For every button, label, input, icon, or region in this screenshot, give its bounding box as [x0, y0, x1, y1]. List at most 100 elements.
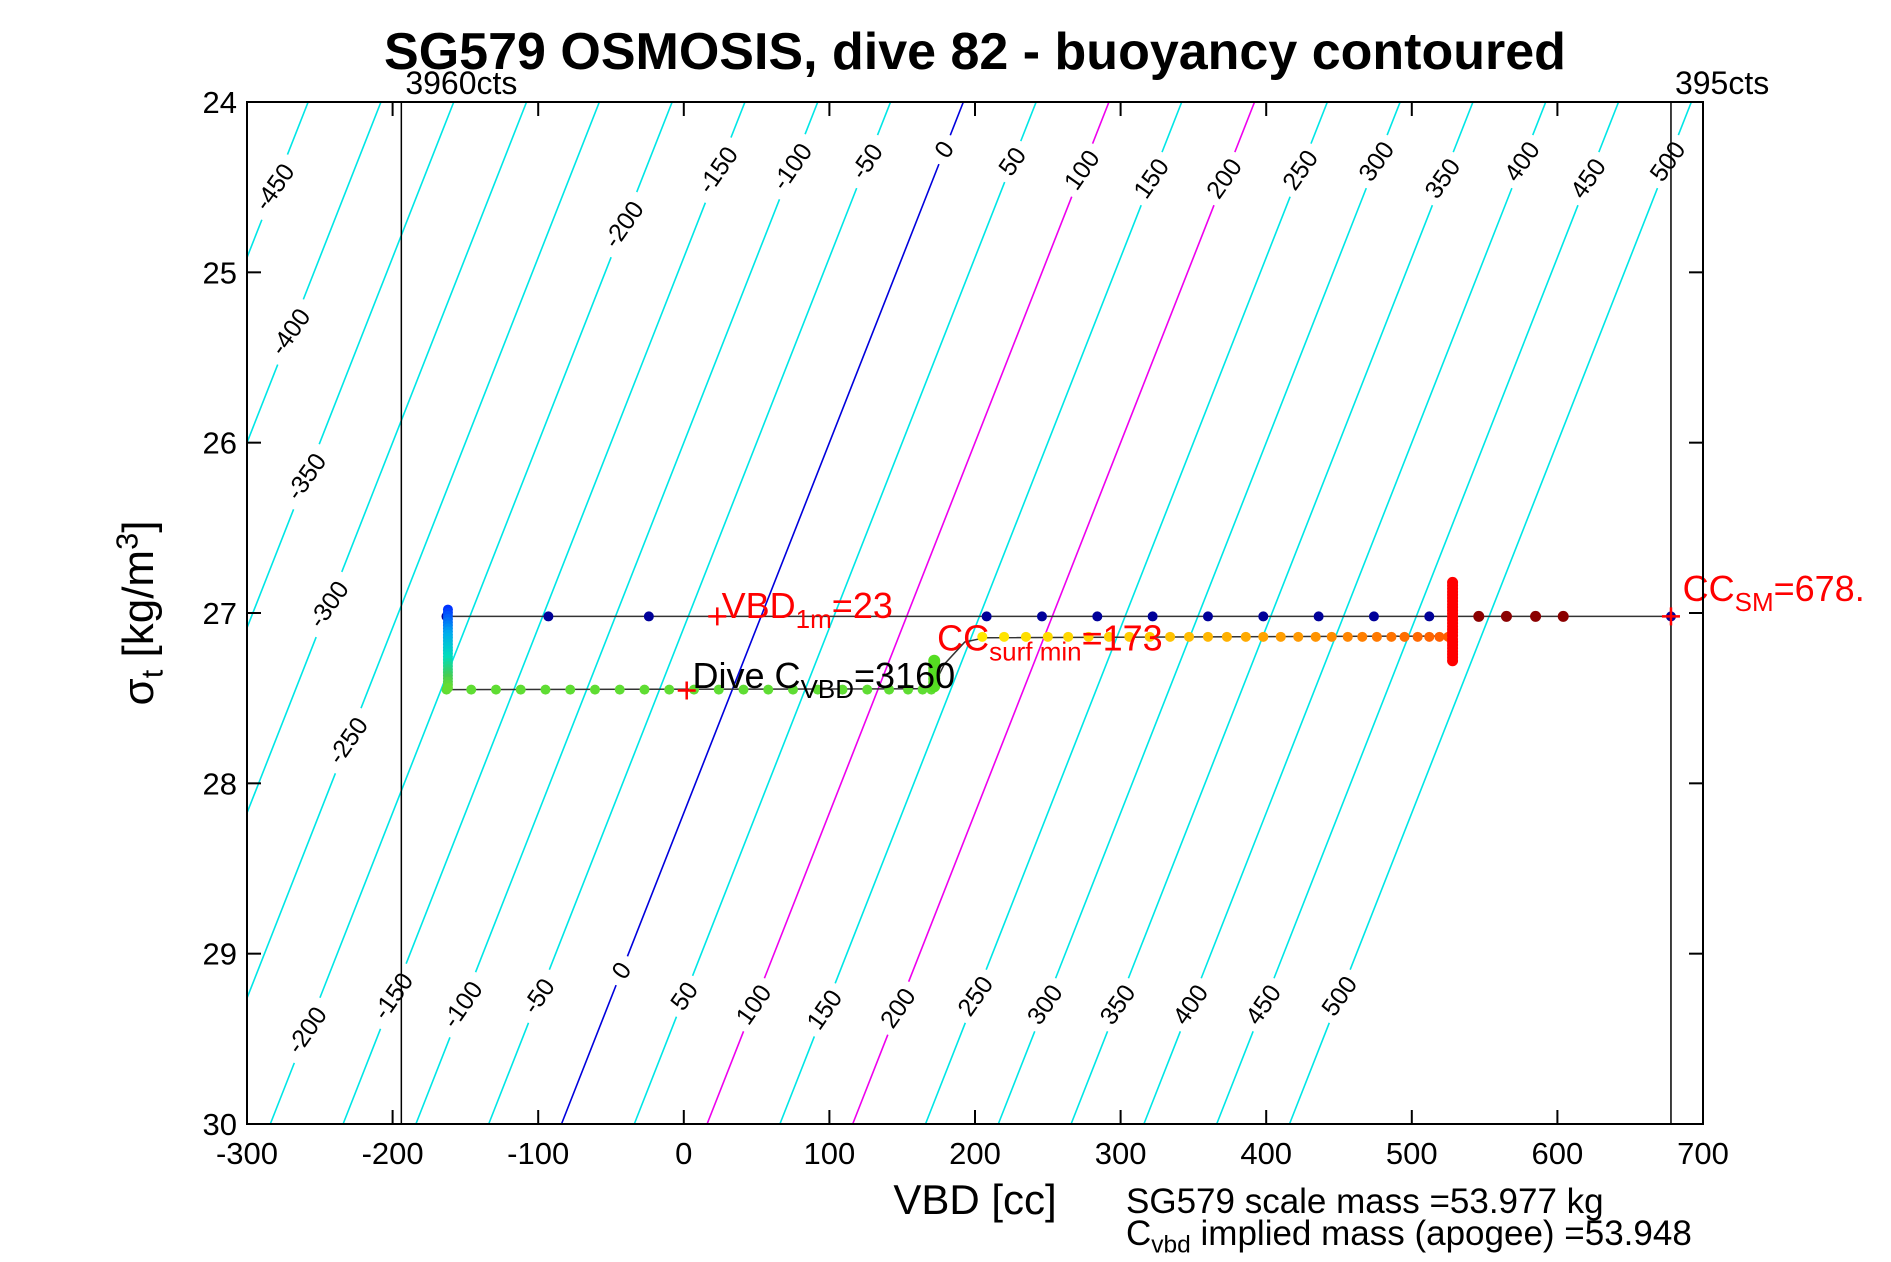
data-point: [1434, 631, 1445, 642]
data-point: [490, 684, 501, 695]
contour-line: [246, 364, 279, 443]
chart-title: SG579 OSMOSIS, dive 82 - buoyancy contou…: [384, 23, 1566, 81]
annotation-vbd-1m: VBD1m=23: [722, 585, 893, 634]
y-tick-label: 30: [203, 1107, 237, 1142]
contour-line: [1386, 101, 1401, 136]
contour-line: [730, 101, 746, 138]
contour-line: [691, 181, 1006, 977]
contour-line: [246, 773, 337, 999]
contour-line: [1091, 101, 1110, 144]
contour-line: [851, 1034, 889, 1125]
implied-mass-text: Cvbd implied mass (apogee) =53.948: [1126, 1214, 1692, 1259]
contour-label: 400: [1499, 136, 1546, 186]
contour-line: [1349, 187, 1659, 971]
data-point: [1313, 611, 1324, 622]
x-axis-label: VBD [cc]: [893, 1176, 1057, 1223]
annotation-dive-c-vbd: Dive CVBD=3160: [693, 655, 956, 704]
contour-line: [1143, 1030, 1182, 1125]
data-point: [977, 631, 988, 642]
data-point: [664, 684, 675, 695]
contour-line: [1452, 101, 1474, 153]
data-point: [917, 684, 928, 695]
contour-line: [985, 196, 1291, 971]
contour-line: [633, 1016, 678, 1125]
y-axis-units-pre: [kg/m: [114, 549, 164, 670]
contour-line: [1215, 1030, 1254, 1125]
contour-label: 200: [1201, 154, 1248, 204]
plot-border: [246, 101, 1704, 1125]
contour-line: [1273, 204, 1579, 979]
contour-line: [635, 101, 673, 193]
cvbd-subscript: vbd: [1151, 1231, 1191, 1259]
y-tick-label: 27: [203, 596, 237, 631]
data-point: [1386, 631, 1397, 642]
contour-line: [1200, 187, 1513, 979]
plus-markers: [677, 607, 1680, 700]
contour-label: 450: [1240, 980, 1287, 1030]
contour-label: 250: [1277, 145, 1324, 195]
x-tick-label: -200: [362, 1136, 424, 1171]
contour-line: [924, 1022, 967, 1125]
data-point: [1310, 631, 1321, 642]
contour-label: 500: [1644, 136, 1691, 186]
contour-line: [415, 1037, 451, 1125]
contour-line: [1598, 101, 1620, 153]
contour-line: [246, 219, 263, 258]
contour-label: 100: [731, 980, 778, 1030]
data-point: [1368, 611, 1379, 622]
data-point: [999, 631, 1010, 642]
data-point: [903, 684, 914, 695]
contour-line: [302, 101, 382, 300]
contour-line: [1677, 101, 1693, 136]
contour-line: [318, 101, 455, 445]
contour-line: [286, 101, 309, 155]
series-dive-start-profile: [442, 604, 453, 693]
series-post-surface-points: [1473, 610, 1569, 622]
contour-line: [1288, 1022, 1331, 1125]
data-point: [1103, 631, 1114, 642]
contour-line: [1531, 101, 1547, 136]
contour-line: [560, 984, 617, 1125]
contour-line: [804, 101, 819, 135]
data-point: [1447, 655, 1459, 667]
data-point: [1165, 631, 1176, 642]
data-point: [1530, 610, 1542, 622]
x-tick-label: 600: [1532, 1136, 1584, 1171]
data-point: [1258, 631, 1269, 642]
data-point: [862, 684, 873, 695]
data-point: [928, 680, 941, 693]
data-point: [1042, 631, 1053, 642]
contour-label: -50: [517, 973, 561, 1019]
count-reference-lines: 3960cts 395cts: [400, 65, 1769, 1124]
y-axis-label: σt [kg/m3]: [110, 521, 171, 706]
data-point: [466, 684, 477, 695]
contour-label: -100: [766, 138, 818, 195]
x-tick-label: -100: [507, 1136, 569, 1171]
contour-label: 250: [952, 971, 999, 1021]
data-point: [1412, 631, 1423, 642]
y-tick-label: 24: [203, 85, 237, 120]
contour-line: [997, 1030, 1036, 1125]
contour-line: [487, 1022, 530, 1125]
contour-label: -450: [249, 159, 301, 216]
contour-label: 350: [1419, 154, 1466, 204]
x-tick-label: 500: [1386, 1136, 1438, 1171]
data-point: [1020, 631, 1031, 642]
contour-line: [405, 202, 707, 964]
data-point: [1124, 631, 1135, 642]
data-point: [1293, 631, 1304, 642]
annotation-cc-sm: CCSM=678.: [1683, 568, 1865, 617]
contour-label: -150: [692, 142, 744, 199]
count-line-label: 3960cts: [405, 65, 517, 101]
contour-line: [779, 1036, 816, 1125]
contour-label: -150: [368, 968, 420, 1025]
contour-label: -50: [845, 139, 889, 185]
data-point: [1092, 611, 1103, 622]
data-point: [884, 684, 895, 695]
data-point: [1202, 631, 1213, 642]
sigma-subscript: t: [134, 669, 170, 679]
contour-line: [706, 1030, 745, 1125]
data-point: [1147, 611, 1158, 622]
